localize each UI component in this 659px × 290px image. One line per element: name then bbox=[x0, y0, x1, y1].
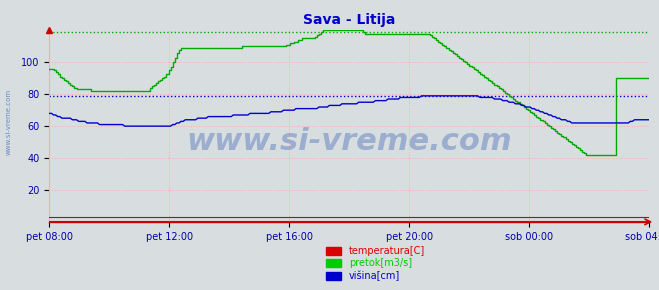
Text: www.si-vreme.com: www.si-vreme.com bbox=[5, 89, 12, 155]
Legend: temperatura[C], pretok[m3/s], višina[cm]: temperatura[C], pretok[m3/s], višina[cm] bbox=[322, 242, 429, 285]
Text: www.si-vreme.com: www.si-vreme.com bbox=[186, 127, 512, 156]
Title: Sava - Litija: Sava - Litija bbox=[303, 12, 395, 26]
